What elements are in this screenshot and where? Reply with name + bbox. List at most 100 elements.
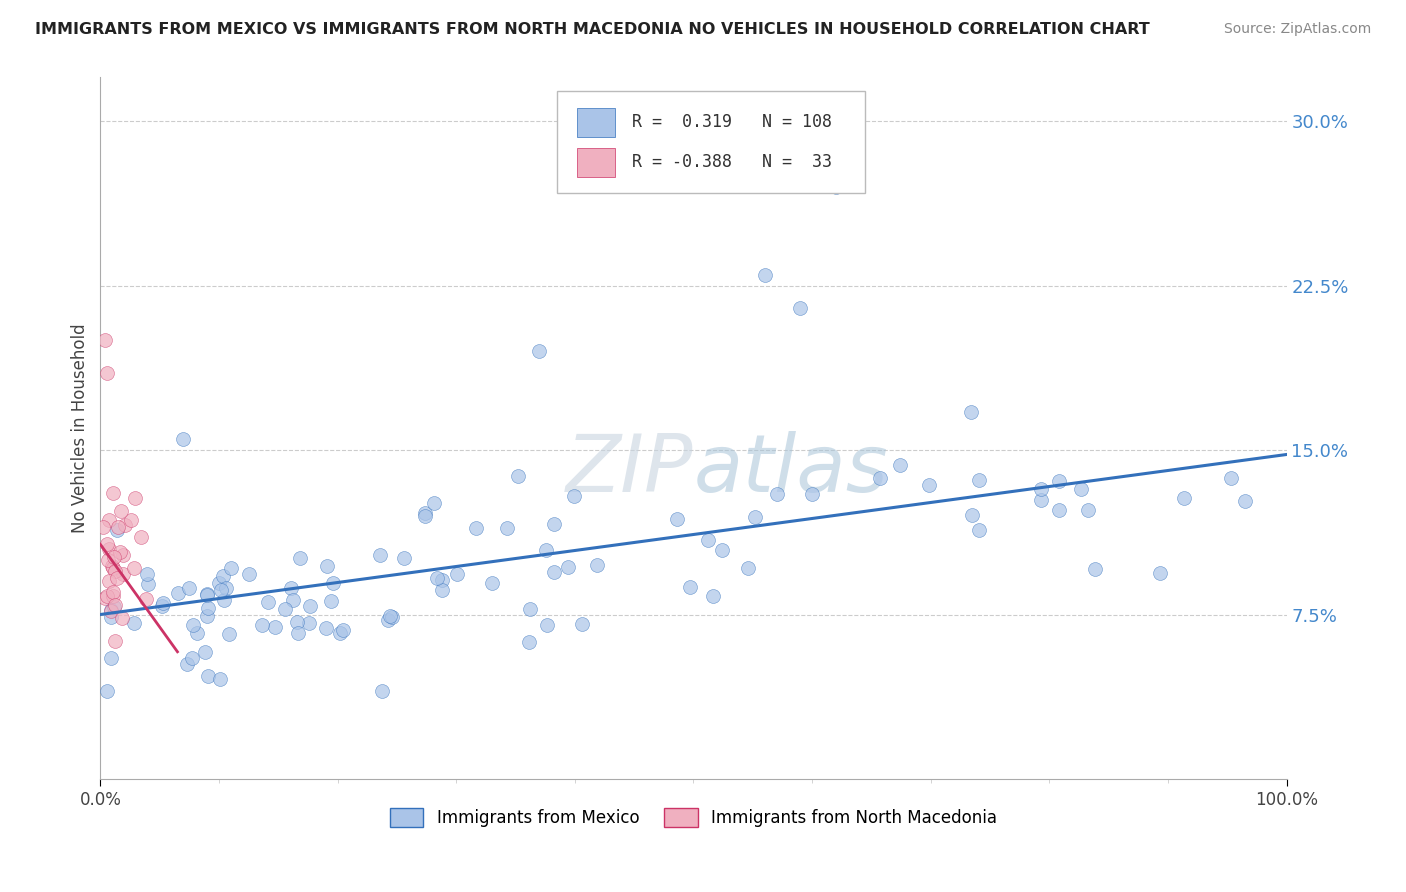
Point bbox=[381, 609, 404, 624]
Point bbox=[101, 584, 124, 599]
Point bbox=[679, 580, 702, 594]
Point bbox=[1029, 492, 1052, 507]
Point bbox=[212, 568, 235, 582]
Point bbox=[107, 520, 129, 534]
Point bbox=[789, 301, 811, 315]
Point bbox=[264, 620, 287, 634]
Point bbox=[218, 627, 240, 641]
Point bbox=[446, 567, 468, 582]
Point bbox=[97, 512, 120, 526]
Point bbox=[195, 589, 218, 603]
Point bbox=[122, 561, 145, 575]
Point bbox=[104, 633, 127, 648]
Y-axis label: No Vehicles in Household: No Vehicles in Household bbox=[72, 324, 89, 533]
Point bbox=[194, 645, 217, 659]
Point bbox=[281, 592, 304, 607]
Point bbox=[316, 559, 339, 574]
Point bbox=[754, 268, 776, 282]
Point bbox=[666, 512, 689, 526]
Point bbox=[208, 672, 231, 686]
Point bbox=[91, 520, 114, 534]
Point bbox=[94, 591, 117, 606]
Point bbox=[197, 601, 219, 615]
Point bbox=[506, 468, 529, 483]
Point bbox=[120, 513, 142, 527]
Point bbox=[737, 561, 759, 575]
Point bbox=[1233, 493, 1256, 508]
Point bbox=[432, 582, 454, 597]
Point bbox=[280, 581, 302, 595]
Point bbox=[889, 458, 911, 472]
Point bbox=[131, 530, 153, 544]
Point bbox=[215, 581, 238, 595]
Point bbox=[392, 551, 415, 566]
Point bbox=[1149, 566, 1171, 580]
Point bbox=[100, 650, 122, 665]
Point bbox=[744, 509, 766, 524]
Text: ZIP: ZIP bbox=[567, 431, 693, 509]
Point bbox=[298, 599, 321, 613]
Point bbox=[960, 405, 983, 419]
Point bbox=[103, 564, 125, 578]
Point bbox=[562, 489, 585, 503]
Point bbox=[697, 533, 720, 547]
Point bbox=[96, 589, 118, 603]
Point bbox=[322, 576, 344, 591]
Point bbox=[571, 617, 593, 632]
Point bbox=[183, 618, 205, 632]
Point bbox=[111, 611, 134, 625]
Point bbox=[176, 657, 198, 672]
Point bbox=[274, 602, 297, 616]
Point bbox=[869, 471, 891, 485]
Point bbox=[1077, 503, 1099, 517]
Point bbox=[801, 487, 824, 501]
Point bbox=[1047, 503, 1070, 517]
Point bbox=[197, 609, 219, 624]
Text: IMMIGRANTS FROM MEXICO VS IMMIGRANTS FROM NORTH MACEDONIA NO VEHICLES IN HOUSEHO: IMMIGRANTS FROM MEXICO VS IMMIGRANTS FRO… bbox=[35, 22, 1150, 37]
Point bbox=[98, 541, 121, 556]
Point bbox=[423, 496, 446, 510]
Point bbox=[377, 613, 399, 627]
Point bbox=[110, 504, 132, 518]
Point bbox=[967, 523, 990, 537]
Point bbox=[136, 577, 159, 591]
Point bbox=[702, 589, 724, 603]
Point bbox=[378, 609, 401, 624]
Point bbox=[172, 432, 194, 446]
Point bbox=[960, 508, 983, 523]
Text: R =  0.319   N = 108: R = 0.319 N = 108 bbox=[631, 112, 832, 130]
Point bbox=[195, 587, 218, 601]
Point bbox=[238, 567, 260, 582]
Point bbox=[496, 521, 519, 535]
Point bbox=[100, 609, 122, 624]
Point bbox=[94, 334, 117, 348]
Point bbox=[465, 520, 488, 534]
Point bbox=[211, 582, 233, 597]
Text: Source: ZipAtlas.com: Source: ZipAtlas.com bbox=[1223, 22, 1371, 37]
Point bbox=[112, 566, 135, 581]
Point bbox=[1084, 562, 1107, 576]
Point bbox=[103, 600, 125, 615]
Point bbox=[208, 576, 231, 591]
Point bbox=[101, 589, 124, 603]
Point bbox=[426, 571, 449, 585]
Point bbox=[105, 571, 128, 585]
Point bbox=[413, 506, 436, 520]
Point bbox=[1219, 471, 1241, 485]
Point bbox=[122, 615, 145, 630]
Point bbox=[186, 626, 208, 640]
Point bbox=[1070, 482, 1092, 496]
Point bbox=[152, 596, 174, 610]
Point bbox=[135, 567, 157, 582]
Point bbox=[104, 598, 127, 612]
Point bbox=[197, 669, 219, 683]
Point bbox=[96, 367, 118, 381]
Point bbox=[368, 548, 391, 562]
Point bbox=[105, 523, 128, 537]
Point bbox=[536, 617, 558, 632]
Point bbox=[315, 621, 337, 635]
Point bbox=[98, 574, 121, 589]
Point bbox=[250, 618, 273, 632]
Point bbox=[332, 623, 354, 637]
Point bbox=[918, 478, 941, 492]
